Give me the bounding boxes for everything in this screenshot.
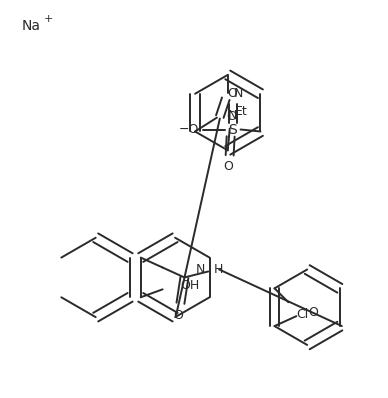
Text: N: N [234, 87, 243, 100]
Text: Na: Na [21, 19, 40, 33]
Text: N: N [228, 109, 237, 122]
Text: OH: OH [180, 279, 200, 292]
Text: O: O [224, 160, 234, 173]
Text: S: S [228, 123, 237, 137]
Text: Cl: Cl [227, 110, 239, 123]
Text: Cl: Cl [296, 308, 308, 321]
Text: +: + [44, 14, 54, 24]
Text: O: O [173, 309, 184, 322]
Text: −O: −O [179, 123, 199, 136]
Text: N: N [196, 263, 205, 276]
Text: H: H [214, 263, 223, 276]
Text: O: O [228, 87, 237, 100]
Text: Et: Et [235, 105, 248, 118]
Text: O: O [308, 306, 318, 319]
